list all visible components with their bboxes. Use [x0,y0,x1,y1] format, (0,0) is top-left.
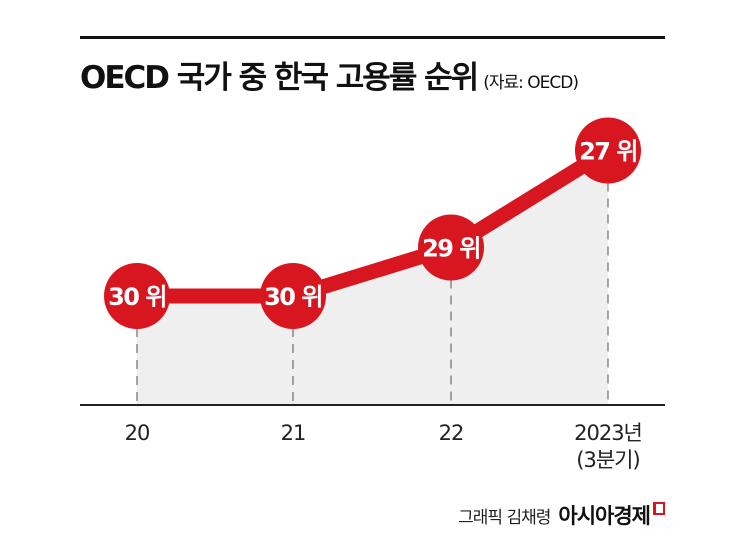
chart-title: OECD 국가 중 한국 고용률 순위 (자료: OECD) [80,52,579,97]
data-point [418,214,484,281]
x-tick-label: 20 [125,421,150,445]
x-tick-label: (3분기) [576,448,639,472]
title-rule [80,36,665,39]
x-tick-label: 2023년 [574,421,642,445]
data-label: 27 위 [579,138,637,166]
brand-mark-icon [653,502,665,515]
series-line [137,144,612,304]
title-text: OECD 국가 중 한국 고용률 순위 [80,60,479,96]
x-tick-label: 21 [281,421,306,445]
data-point [104,263,170,329]
data-point [260,263,326,329]
data-label: 30 위 [108,283,166,311]
data-label: 29 위 [422,235,480,263]
data-label: 30 위 [264,283,322,311]
graphic-credit: 그래픽 김채령 [458,508,551,528]
data-point [575,117,641,184]
source-note: (자료: OECD) [483,73,579,93]
credit: 그래픽 김채령 아시아경제 [458,500,665,530]
x-tick-label: 22 [439,421,464,445]
brand-logo: 아시아경제 [558,504,651,528]
